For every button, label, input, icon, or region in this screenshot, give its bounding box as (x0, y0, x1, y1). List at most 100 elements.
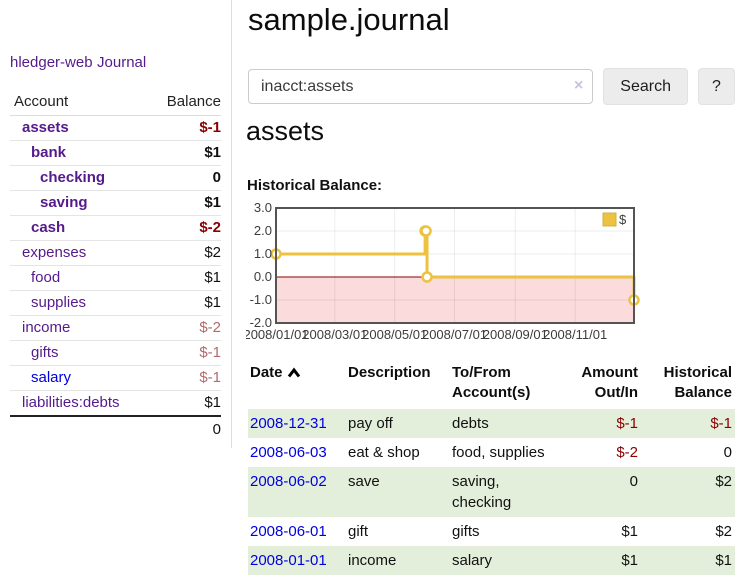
account-link-income[interactable]: income (22, 319, 71, 336)
transaction-accounts: salary (452, 552, 493, 569)
register-header-accounts-line1: To/From (452, 364, 511, 381)
account-link-salary[interactable]: salary (31, 369, 72, 386)
account-balance-supplies: $1 (141, 290, 221, 316)
transaction-accounts: food, supplies (452, 444, 545, 461)
account-row-salary: salary $-1 (10, 365, 221, 391)
account-row-cash: cash $-2 (10, 215, 221, 241)
clear-search-icon[interactable]: × (573, 77, 584, 94)
account-heading: assets (246, 116, 325, 146)
app-brand-link[interactable]: hledger-web (10, 54, 93, 71)
transaction-amount: $1 (621, 523, 638, 540)
account-link-expenses[interactable]: expenses (22, 244, 87, 261)
account-balance-bank: $1 (141, 140, 221, 166)
sidebar: hledger-web Journal Account Balance asse… (0, 0, 232, 448)
account-link-saving[interactable]: saving (40, 194, 88, 211)
register-header-amount-line1: Amount (581, 364, 638, 381)
account-row-food: food $1 (10, 265, 221, 291)
account-link-assets[interactable]: assets (22, 119, 69, 136)
accounts-header-balance: Balance (141, 92, 221, 116)
account-link-bank[interactable]: bank (31, 144, 67, 161)
svg-text:2008/09/01: 2008/09/01 (483, 327, 548, 342)
transaction-description: gift (348, 523, 369, 540)
register-header-balance-line1: Historical (663, 364, 732, 381)
register-header-date-label: Date (250, 364, 283, 381)
transaction-date-link[interactable]: 2008-01-01 (250, 552, 327, 569)
svg-text:3.0: 3.0 (254, 200, 272, 215)
transaction-accounts: saving, checking (452, 473, 512, 511)
svg-text:2.0: 2.0 (254, 223, 272, 238)
account-balance-assets: $-1 (141, 115, 221, 141)
balance-chart-svg: $3.0 2.0 1.0 0.0 -1.0 -2.02008/01/012008/03/0… (243, 200, 640, 342)
transaction-accounts: gifts (452, 523, 480, 540)
account-link-gifts[interactable]: gifts (31, 344, 59, 361)
account-row-liabilities-debts: liabilities:debts $1 (10, 390, 221, 417)
register-header-date: Date (248, 360, 346, 409)
account-link-supplies[interactable]: supplies (31, 294, 87, 311)
accounts-total-row: 0 (10, 415, 221, 442)
svg-text:-2.0: -2.0 (250, 315, 272, 330)
account-balance-food: $1 (141, 265, 221, 291)
account-row-expenses: expenses $2 (10, 240, 221, 266)
search-button[interactable]: Search (603, 68, 688, 105)
register-header-balance-line2: Balance (674, 384, 732, 401)
historical-balance-label: Historical Balance: (247, 177, 383, 194)
account-row-checking: checking 0 (10, 165, 221, 191)
account-row-saving: saving $1 (10, 190, 221, 216)
accounts-table-header-row: Account Balance (10, 92, 221, 116)
account-balance-cash: $-2 (141, 215, 221, 241)
sidebar-item-journal[interactable]: Journal (97, 54, 147, 71)
register-header-description: Description (348, 364, 431, 381)
svg-text:2008/07/01: 2008/07/01 (422, 327, 487, 342)
svg-text:0.0: 0.0 (254, 269, 272, 284)
transaction-description: eat & shop (348, 444, 420, 461)
transaction-balance: $-1 (710, 415, 732, 432)
help-button[interactable]: ? (698, 68, 735, 105)
svg-text:$: $ (619, 212, 627, 227)
transaction-accounts: debts (452, 415, 489, 432)
register-header-amount: Amount Out/In (559, 360, 641, 409)
register-header-accounts-line2: Account(s) (452, 384, 531, 401)
transaction-date-link[interactable]: 2008-12-31 (250, 415, 327, 432)
transaction-balance: $2 (715, 523, 732, 540)
transaction-amount: $-1 (616, 415, 638, 432)
transaction-amount: $1 (621, 552, 638, 569)
register-row-3: 2008-06-01 gift gifts $1 $2 (248, 517, 735, 546)
account-balance-liabilities-debts: $1 (141, 390, 221, 417)
account-row-bank: bank $1 (10, 140, 221, 166)
account-link-cash[interactable]: cash (31, 219, 66, 236)
register-header-accounts: To/From Account(s) (450, 360, 559, 409)
transaction-balance: 0 (723, 444, 732, 461)
register-table: Date Description To/From Account(s) Amou… (248, 360, 735, 575)
register-header-balance: Historical Balance (641, 360, 735, 409)
register-header-amount-line2: Out/In (594, 384, 638, 401)
search-box: × (248, 69, 594, 105)
sort-ascending-icon (287, 364, 301, 384)
transaction-description: income (348, 552, 397, 569)
svg-text:2008/05/01: 2008/05/01 (362, 327, 427, 342)
account-balance-saving: $1 (141, 190, 221, 216)
account-link-food[interactable]: food (31, 269, 61, 286)
register-header-row: Date Description To/From Account(s) Amou… (248, 360, 735, 409)
svg-text:2008/03/01: 2008/03/01 (302, 327, 367, 342)
account-balance-income: $-2 (141, 315, 221, 341)
transaction-date-link[interactable]: 2008-06-03 (250, 444, 327, 461)
register-row-0: 2008-12-31 pay off debts $-1 $-1 (248, 409, 735, 438)
account-link-checking[interactable]: checking (40, 169, 106, 186)
historical-balance-chart: $3.0 2.0 1.0 0.0 -1.0 -2.0 2008/01/01 2008/03/0… (243, 200, 736, 352)
svg-text:2008/01/01: 2008/01/01 (246, 327, 309, 342)
transaction-date-link[interactable]: 2008-06-01 (250, 523, 327, 540)
transaction-description: save (348, 473, 380, 490)
search-input[interactable] (248, 69, 594, 104)
account-balance-expenses: $2 (141, 240, 221, 266)
register-row-4: 2008-01-01 income salary $1 $1 (248, 546, 735, 575)
transaction-date-link[interactable]: 2008-06-02 (250, 473, 327, 490)
account-balance-checking: 0 (141, 165, 221, 191)
account-link-liabilities-debts[interactable]: liabilities:debts (22, 394, 120, 411)
transaction-balance: $1 (715, 552, 732, 569)
account-balance-gifts: $-1 (141, 340, 221, 366)
account-row-income: income $-2 (10, 315, 221, 341)
transaction-balance: $2 (715, 473, 732, 490)
svg-text:1.0: 1.0 (254, 246, 272, 261)
account-row-supplies: supplies $1 (10, 290, 221, 316)
